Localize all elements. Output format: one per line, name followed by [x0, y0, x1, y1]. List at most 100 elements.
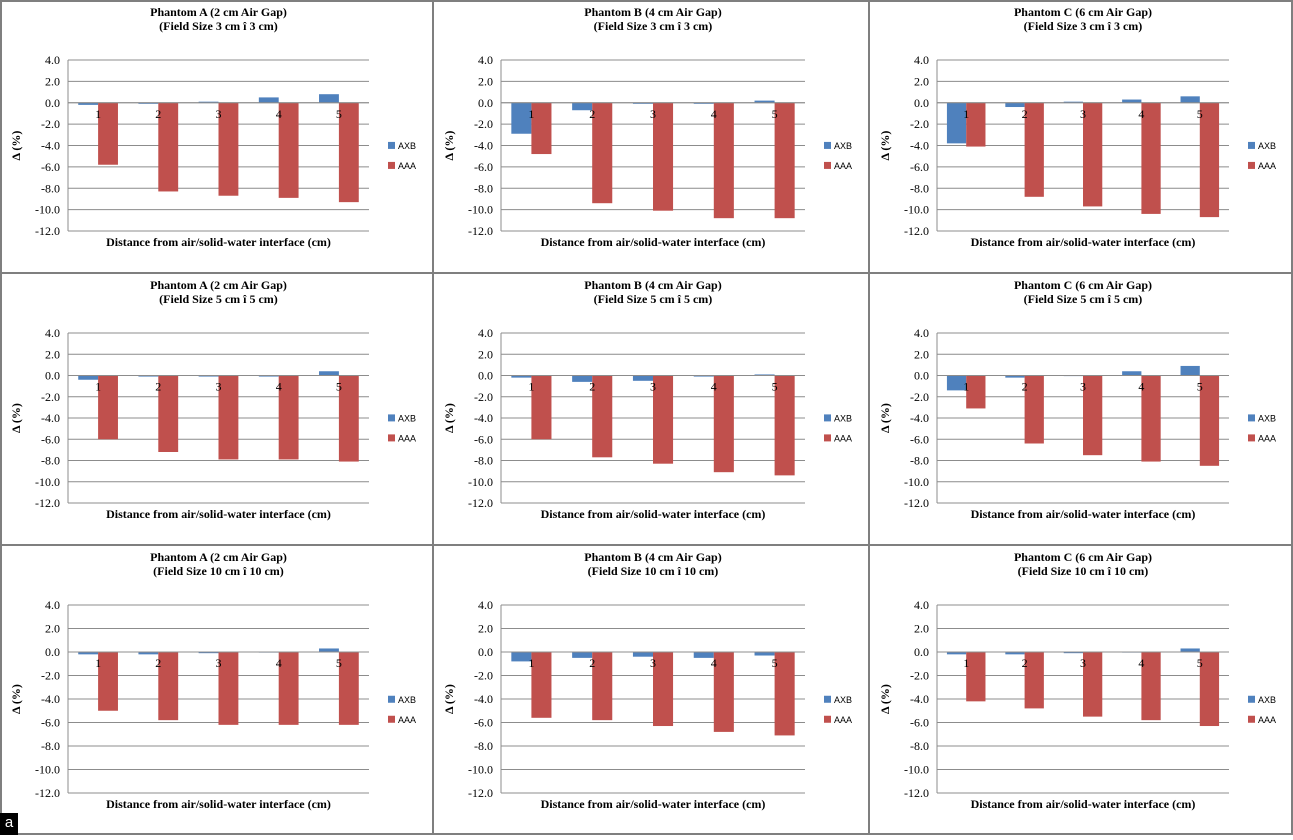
bar-aaa-3	[218, 102, 239, 196]
y-tick-label: -2.0	[910, 390, 929, 404]
y-tick-label: -8.0	[474, 181, 493, 195]
x-tick-label: 4	[276, 107, 282, 121]
legend-swatch-aaa	[824, 715, 831, 723]
bar-aaa-2	[158, 375, 179, 452]
legend-label-aaa: AAA	[1258, 161, 1276, 171]
x-tick-label: 5	[772, 107, 778, 121]
y-tick-label: -10.0	[468, 763, 493, 777]
y-tick-label: -6.0	[474, 160, 493, 174]
y-tick-label: 0.0	[478, 645, 493, 659]
y-tick-label: -6.0	[910, 716, 929, 730]
y-tick-label: -8.0	[41, 181, 60, 195]
x-tick-label: 1	[95, 380, 101, 394]
y-tick-label: -2.0	[474, 117, 493, 131]
x-tick-label: 2	[589, 107, 595, 121]
y-tick-label: -6.0	[41, 160, 60, 174]
chart-subtitle: (Field Size 10 cm î 10 cm)	[153, 564, 284, 578]
y-tick-label: -12.0	[468, 496, 493, 510]
bar-aaa-5	[338, 102, 359, 203]
chart-subtitle: (Field Size 3 cm î 3 cm)	[594, 19, 713, 33]
legend-label-aaa: AAA	[398, 715, 416, 725]
x-axis-label: Distance from air/solid-water interface …	[106, 507, 331, 521]
x-tick-label: 1	[95, 107, 101, 121]
y-tick-label: -4.0	[910, 411, 929, 425]
bar-aaa-5	[1199, 102, 1220, 218]
bar-aaa-1	[98, 375, 118, 440]
bar-axb-5	[319, 371, 339, 376]
legend-swatch-axb	[824, 414, 831, 422]
x-tick-label: 1	[963, 656, 969, 670]
x-tick-label: 4	[1138, 380, 1144, 394]
x-tick-label: 4	[1138, 107, 1144, 121]
y-tick-label: -12.0	[468, 786, 493, 800]
y-tick-label: 2.0	[45, 622, 60, 636]
x-axis-label: Distance from air/solid-water interface …	[971, 507, 1196, 521]
x-tick-label: 5	[772, 380, 778, 394]
chart-title: Phantom C (6 cm Air Gap)	[1014, 278, 1152, 292]
bar-aaa-4	[278, 102, 299, 198]
y-tick-label: -12.0	[35, 224, 60, 238]
x-axis-label: Distance from air/solid-water interface …	[541, 797, 766, 811]
x-tick-label: 2	[589, 380, 595, 394]
chart-title: Phantom A (2 cm Air Gap)	[150, 5, 287, 19]
bar-aaa-4	[713, 375, 734, 473]
bar-aaa-1	[98, 652, 118, 711]
legend-swatch-axb	[824, 141, 831, 149]
bar-axb-3	[198, 375, 219, 377]
bar-axb-1	[511, 652, 532, 662]
bar-axb-1	[946, 375, 967, 391]
chart-subtitle: (Field Size 3 cm î 3 cm)	[159, 19, 278, 33]
y-tick-label: -8.0	[474, 454, 493, 468]
y-tick-label: -12.0	[904, 224, 929, 238]
bar-aaa-4	[1141, 375, 1161, 462]
chart-title: Phantom A (2 cm Air Gap)	[150, 550, 287, 564]
bar-axb-4	[258, 375, 279, 377]
y-tick-label: 2.0	[914, 347, 929, 361]
y-tick-label: -10.0	[904, 475, 929, 489]
y-tick-label: 0.0	[45, 96, 60, 110]
bar-aaa-5	[774, 102, 795, 219]
x-tick-label: 2	[1022, 380, 1028, 394]
x-tick-label: 3	[1080, 107, 1086, 121]
bar-aaa-1	[531, 102, 552, 155]
bar-aaa-4	[713, 652, 734, 732]
y-tick-label: -12.0	[904, 496, 929, 510]
y-tick-label: -4.0	[41, 692, 60, 706]
legend-label-axb: AXB	[398, 141, 416, 151]
y-tick-label: 2.0	[45, 74, 60, 88]
x-axis-label: Distance from air/solid-water interface …	[541, 507, 766, 521]
legend-label-axb: AXB	[1258, 695, 1276, 705]
bar-axb-2	[572, 102, 593, 111]
bar-axb-4	[693, 375, 714, 377]
bar-axb-3	[632, 375, 653, 381]
chart-title: Phantom B (4 cm Air Gap)	[584, 278, 721, 292]
y-tick-label: -10.0	[468, 475, 493, 489]
x-tick-label: 3	[216, 107, 222, 121]
x-axis-label: Distance from air/solid-water interface …	[971, 797, 1196, 811]
y-tick-label: -2.0	[41, 390, 60, 404]
legend-swatch-aaa	[824, 161, 831, 169]
bar-axb-4	[1122, 99, 1142, 103]
y-tick-label: -6.0	[910, 432, 929, 446]
y-tick-label: 4.0	[914, 53, 929, 67]
bar-aaa-2	[1024, 652, 1044, 709]
y-axis-label: Δ (%)	[442, 403, 456, 433]
y-tick-label: -6.0	[41, 432, 60, 446]
y-tick-label: 2.0	[45, 347, 60, 361]
legend-label-axb: AXB	[1258, 413, 1276, 423]
bar-aaa-1	[531, 652, 552, 718]
bar-aaa-4	[1141, 652, 1161, 721]
x-tick-label: 3	[650, 380, 656, 394]
y-tick-label: -6.0	[41, 716, 60, 730]
y-axis-label: Δ (%)	[878, 131, 892, 161]
legend-swatch-aaa	[388, 715, 395, 723]
x-tick-label: 5	[1197, 656, 1203, 670]
y-tick-label: 4.0	[478, 326, 493, 340]
bar-axb-3	[1063, 652, 1083, 654]
y-tick-label: 0.0	[45, 369, 60, 383]
y-tick-label: -8.0	[910, 454, 929, 468]
y-axis-label: Δ (%)	[442, 684, 456, 714]
bar-axb-5	[319, 94, 339, 103]
y-tick-label: 4.0	[914, 598, 929, 612]
legend-swatch-aaa	[1248, 434, 1255, 442]
